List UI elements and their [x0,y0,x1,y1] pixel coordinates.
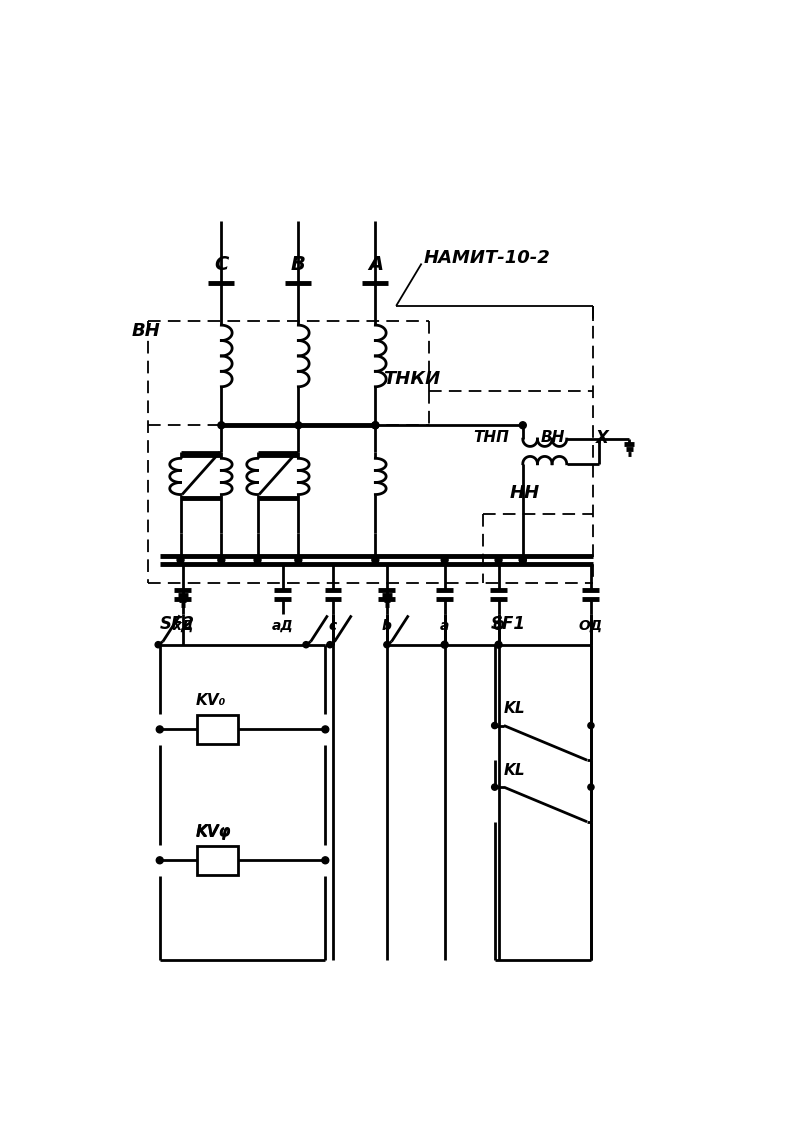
Circle shape [492,784,498,791]
Circle shape [495,556,502,563]
Circle shape [303,641,309,648]
Bar [198,846,238,875]
Circle shape [322,857,329,864]
Text: b: b [382,620,392,633]
Text: SF2: SF2 [160,615,194,633]
Text: OД: OД [579,620,603,633]
Text: ТНКИ: ТНКИ [383,370,440,388]
Text: SF1: SF1 [491,615,526,633]
Circle shape [519,556,526,563]
Circle shape [155,641,162,648]
Text: O: O [493,620,505,633]
Bar [198,715,238,744]
Text: C: C [214,254,229,274]
Circle shape [588,723,594,728]
Text: aД: aД [272,620,294,633]
Circle shape [492,723,498,728]
Text: xД: xД [172,620,194,633]
Text: Х: Х [596,429,610,447]
Text: c: c [329,620,337,633]
Text: KV₀: KV₀ [196,693,226,708]
Circle shape [218,556,225,563]
Circle shape [322,726,329,733]
Text: ВН: ВН [541,430,566,446]
Text: ТНП: ТНП [473,430,509,446]
Text: a: a [440,620,450,633]
Circle shape [519,422,526,429]
Circle shape [156,857,163,864]
Text: KL: KL [504,701,526,716]
Circle shape [177,556,184,563]
Circle shape [295,422,302,429]
Text: НАМИТ-10-2: НАМИТ-10-2 [424,249,550,267]
Text: KVφ: KVφ [196,826,231,840]
Circle shape [441,556,448,563]
Text: KL: KL [504,763,526,778]
Text: А: А [368,254,383,274]
Circle shape [295,556,302,563]
Circle shape [519,556,526,563]
Circle shape [372,422,379,429]
Circle shape [495,641,502,648]
Circle shape [254,556,261,563]
Text: ВН: ВН [131,321,160,339]
Circle shape [327,641,333,648]
Text: KVφ: KVφ [196,823,231,839]
Circle shape [384,641,390,648]
Circle shape [588,784,594,791]
Circle shape [156,726,163,733]
Circle shape [441,641,448,648]
Circle shape [372,422,379,429]
Circle shape [218,422,225,429]
Text: В: В [291,254,306,274]
Text: НН: НН [510,484,540,502]
Circle shape [372,556,379,563]
